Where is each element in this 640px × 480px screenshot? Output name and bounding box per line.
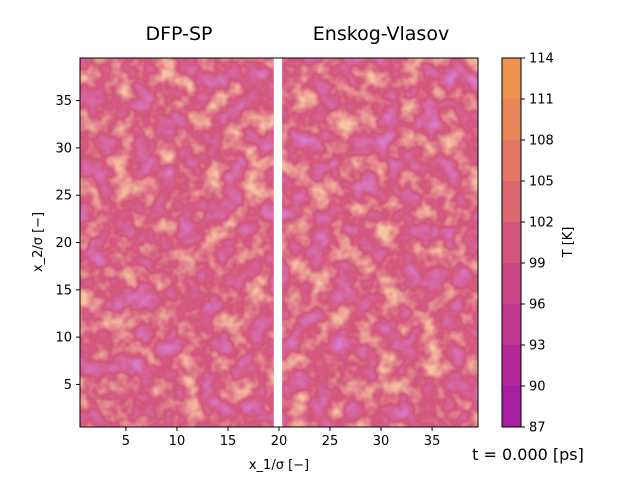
x-tick-label: 20 [271, 434, 288, 449]
x-tick-label: 25 [322, 434, 339, 449]
x-axis-ticks: 5 10 15 20 25 30 35 [122, 427, 441, 449]
y-tick-label: 5 [64, 378, 72, 393]
colorbar-ticks: 87 90 93 96 99 102 105 108 111 114 [521, 52, 554, 436]
y-tick-label: 35 [55, 94, 72, 109]
x-axis-label: x_1/σ [−] [249, 458, 309, 473]
y-tick-label: 15 [55, 283, 72, 298]
colorbar-tick-label: 99 [529, 257, 546, 272]
panel-title-dfp-sp: DFP-SP [146, 23, 213, 45]
colorbar-tick-label: 114 [529, 52, 554, 67]
y-axis-ticks: 5 10 15 20 25 30 35 [55, 94, 80, 393]
colorbar-band [502, 58, 521, 99]
y-tick-label: 20 [55, 236, 72, 251]
colorbar-band [502, 345, 521, 386]
colorbar [502, 58, 521, 427]
colorbar-tick-label: 102 [529, 216, 554, 231]
x-tick-label: 30 [373, 434, 390, 449]
panel-title-enskog-vlasov: Enskog-Vlasov [313, 23, 449, 45]
x-tick-label: 10 [169, 434, 186, 449]
colorbar-band [502, 140, 521, 181]
y-tick-label: 10 [55, 331, 72, 346]
colorbar-label: T [K] [561, 227, 576, 259]
time-annotation: t = 0.000 [ps] [472, 445, 584, 464]
x-tick-label: 15 [220, 434, 237, 449]
colorbar-band [502, 386, 521, 427]
colorbar-frame [501, 57, 522, 428]
y-axis-label: x_2/σ [−] [31, 212, 46, 272]
colorbar-tick-label: 108 [529, 134, 554, 149]
y-tick-label: 25 [55, 189, 72, 204]
x-tick-label: 35 [424, 434, 441, 449]
colorbar-tick-label: 111 [529, 93, 554, 108]
y-tick-label: 30 [55, 141, 72, 156]
colorbar-band [502, 263, 521, 304]
heatmap-field-right [282, 58, 478, 427]
colorbar-tick-label: 93 [529, 339, 546, 354]
colorbar-tick-label: 105 [529, 175, 554, 190]
colorbar-band [502, 181, 521, 222]
heatmap-field-left [80, 58, 274, 427]
colorbar-tick-label: 90 [529, 380, 546, 395]
x-tick-label: 5 [122, 434, 130, 449]
colorbar-band [502, 222, 521, 263]
panel-separator [273, 58, 283, 427]
colorbar-tick-label: 96 [529, 298, 546, 313]
colorbar-band [502, 99, 521, 140]
colorbar-band [502, 304, 521, 345]
colorbar-tick-label: 87 [529, 421, 546, 436]
